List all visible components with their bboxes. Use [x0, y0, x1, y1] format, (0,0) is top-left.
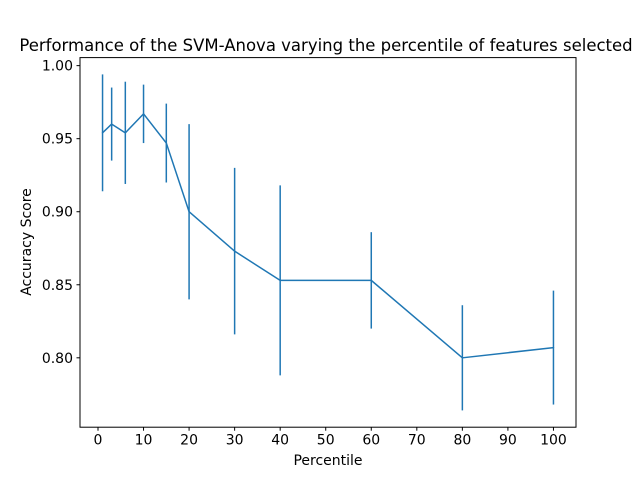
x-tick-label: 100 [540, 433, 567, 449]
x-tick-label: 10 [135, 433, 153, 449]
x-tick-label: 90 [499, 433, 517, 449]
x-tick-label: 20 [180, 433, 198, 449]
x-tick-label: 60 [362, 433, 380, 449]
y-tick-label: 0.80 [42, 351, 73, 367]
x-tick-label: 80 [453, 433, 471, 449]
x-tick-label: 40 [271, 433, 289, 449]
y-tick-label: 0.90 [42, 205, 73, 221]
x-axis-label: Percentile [293, 453, 363, 469]
x-tick-label: 0 [94, 433, 103, 449]
x-tick-label: 70 [408, 433, 426, 449]
y-tick-label: 1.00 [42, 59, 73, 75]
x-tick-label: 50 [317, 433, 335, 449]
x-tick-label: 30 [226, 433, 244, 449]
y-tick-label: 0.95 [42, 132, 73, 148]
y-tick-label: 0.85 [42, 278, 73, 294]
chart-title: Performance of the SVM-Anova varying the… [19, 36, 633, 55]
error-bars-group [101, 74, 555, 411]
accuracy-mean-line [101, 113, 555, 359]
axes-spines [79, 57, 577, 428]
